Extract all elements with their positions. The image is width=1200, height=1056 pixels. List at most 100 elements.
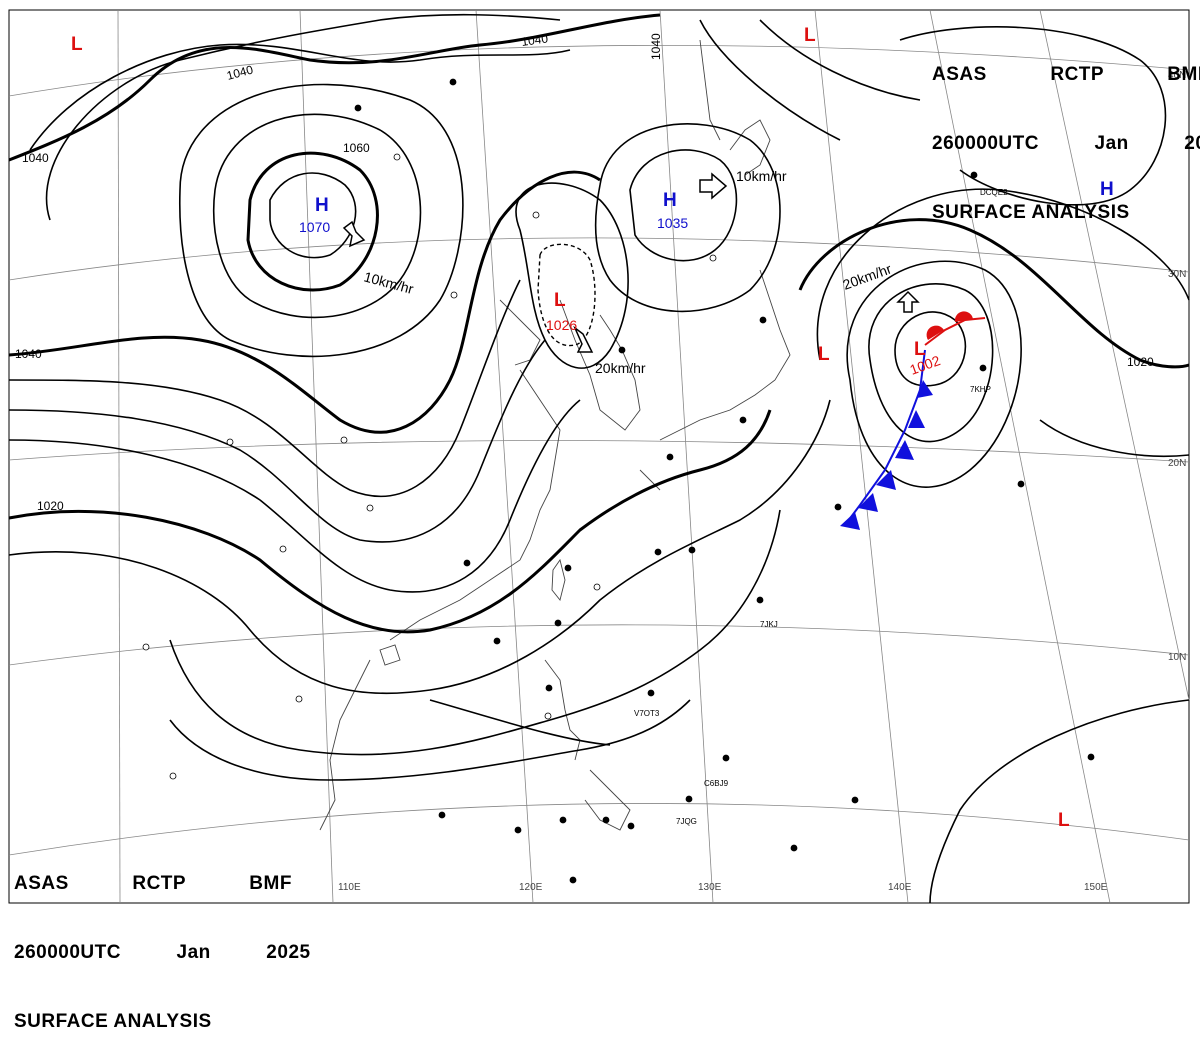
station-marker — [514, 826, 522, 834]
low-center-symbol: L — [71, 34, 83, 55]
station-code: V7OT3 — [634, 709, 660, 718]
station-marker — [834, 503, 842, 511]
isobar-label: 1020 — [37, 499, 64, 513]
isobar-1040-mid — [8, 170, 601, 434]
station-marker — [1087, 753, 1095, 761]
longitude-label: 130E — [698, 882, 722, 893]
meridian-150e — [929, 9, 1111, 904]
isobar-west-3 — [8, 399, 581, 593]
coast-ryukyu — [639, 469, 661, 491]
motion-arrows — [342, 172, 920, 353]
map-frame — [8, 9, 1190, 904]
station-code: DCQE2 — [980, 188, 1008, 197]
low-center-value: 1026 — [546, 317, 577, 333]
station-marker — [647, 689, 655, 697]
coast-sakhalin — [699, 39, 721, 141]
coast-china-east — [389, 369, 561, 641]
latitude-label: 20N — [1168, 458, 1186, 469]
station-marker — [438, 811, 446, 819]
isobar-high-1035 — [629, 149, 738, 262]
isobar-east-ring-3 — [846, 260, 1022, 488]
station-code: 7JKJ — [760, 620, 778, 629]
station-marker — [722, 754, 730, 762]
isobar-east-1020 — [798, 218, 1190, 369]
parallel-20n — [8, 440, 1190, 463]
high-center-value: 1035 — [657, 215, 688, 231]
low-center-symbol: L — [914, 339, 926, 360]
isobar-ne-1 — [759, 19, 921, 101]
coast-japan-kyushu-honshu — [659, 269, 791, 441]
isobar-high-1035-outer — [594, 123, 781, 313]
station-plots — [142, 78, 1095, 884]
high-center-symbol: H — [663, 190, 677, 211]
station-marker — [759, 316, 767, 324]
cold-front-barb — [876, 470, 896, 490]
longitude-label: 120E — [519, 882, 543, 893]
station-marker — [756, 596, 764, 604]
latitude-label: 30N — [1168, 269, 1186, 280]
isobar-1020-west — [8, 409, 772, 634]
isobar-west-1 — [8, 279, 521, 498]
coast-taiwan — [551, 558, 566, 601]
low-center-symbol: L — [554, 290, 566, 311]
header-product-line: ASAS RCTP BMF — [14, 873, 292, 894]
station-marker — [340, 436, 348, 444]
isobar-value-labels: 1040 1040 1040 1060 1040 1040 1020 1020 — [15, 31, 1154, 513]
station-marker — [532, 211, 540, 219]
station-marker — [169, 772, 177, 780]
station-marker — [354, 104, 362, 112]
header-title-line: SURFACE ANALYSIS — [14, 1011, 212, 1032]
low-center-symbol: L — [818, 344, 830, 365]
high-center-value: 1070 — [299, 219, 330, 235]
station-marker — [979, 364, 987, 372]
station-marker — [142, 643, 150, 651]
fronts — [840, 311, 986, 530]
isobar-around-high-1 — [212, 113, 422, 319]
graticule-labels: 110E 120E 130E 140E 150E 40N 30N 20N 10N — [338, 70, 1186, 893]
isobar-east-ring-1 — [894, 311, 967, 387]
meridian-100e — [117, 9, 121, 904]
low-center-symbol: L — [804, 25, 816, 46]
station-code: 7KHP — [970, 385, 991, 394]
isobar-label: 1040 — [649, 33, 663, 60]
high-center-symbol: H — [1100, 179, 1114, 200]
isobar-1040-upper — [8, 13, 661, 162]
station-marker — [564, 564, 572, 572]
cold-front-barb — [917, 380, 933, 398]
station-marker — [970, 171, 978, 179]
longitude-label: 140E — [888, 882, 912, 893]
cold-front-barb — [908, 410, 925, 428]
chart-header-bottom: ASAS RCTP BMF 260000UTC Jan 2025 SURFACE… — [14, 826, 311, 1056]
cold-front-barb — [840, 512, 860, 530]
station-codes: 7JKJ V7OT3 C6BJ9 7JQG 7KHP DCQE2 — [634, 188, 1008, 826]
station-marker — [295, 695, 303, 703]
high-center-symbol: H — [315, 195, 329, 216]
station-marker — [851, 796, 859, 804]
station-marker — [463, 559, 471, 567]
isobar-center-south — [429, 699, 611, 746]
coast-vietnam — [319, 659, 371, 831]
isobar-central-l1 — [515, 182, 629, 369]
isobar-east-outer — [816, 188, 1190, 361]
isobar-south-1 — [8, 399, 831, 695]
graticule — [8, 9, 1190, 904]
warm-front-bump — [954, 311, 973, 322]
station-marker — [602, 816, 610, 824]
motion-speed-label: 20km/hr — [841, 260, 894, 292]
station-marker — [666, 453, 674, 461]
coast-china-bohai — [499, 299, 541, 366]
meridian-160e — [1039, 9, 1190, 701]
warm-front-bump — [926, 325, 944, 340]
isobar-1026-dotted — [537, 243, 596, 347]
station-marker — [279, 545, 287, 553]
station-marker — [569, 876, 577, 884]
station-marker — [654, 548, 662, 556]
station-marker — [226, 438, 234, 446]
station-marker — [739, 416, 747, 424]
station-marker — [366, 504, 374, 512]
station-code: C6BJ9 — [704, 779, 729, 788]
low-center-symbol: L — [1058, 810, 1070, 831]
isobar-ne-2 — [699, 19, 841, 141]
parallel-30n — [8, 237, 1190, 281]
cold-front-barb — [895, 440, 914, 460]
